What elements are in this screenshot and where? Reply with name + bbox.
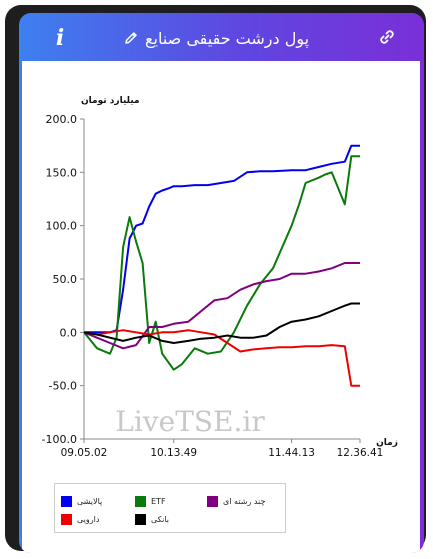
legend-swatch xyxy=(207,496,218,507)
y-tick-label: 100.0 xyxy=(46,220,78,233)
legend-swatch xyxy=(61,514,72,525)
legend-swatch xyxy=(61,496,72,507)
watermark: LiveTSE.ir xyxy=(115,405,265,438)
device-frame: i پول درشت حقیقی صنایع xyxy=(5,5,426,553)
series-line-0 xyxy=(84,144,360,334)
pencil-icon[interactable] xyxy=(123,30,139,46)
legend-item[interactable]: چند رشته ای xyxy=(207,496,265,507)
x-tick-label: 12.36.41 xyxy=(337,447,384,459)
line-chart: میلیارد تومان زمان LiveTSE.ir 200.0 150.0… xyxy=(42,96,398,459)
legend-item[interactable]: بانکی xyxy=(135,514,169,525)
legend-label: ETF xyxy=(151,497,166,506)
series-line-2 xyxy=(83,262,360,350)
x-tick-label: 09.05.02 xyxy=(61,447,108,459)
link-icon[interactable] xyxy=(377,27,397,47)
page-title: پول درشت حقیقی صنایع xyxy=(145,28,310,48)
chart-legend: پالایشی ETF چند رشته ای دارویی بانکی xyxy=(54,483,286,533)
chart-panel: میلیارد تومان زمان LiveTSE.ir 200.0 150.0… xyxy=(22,61,420,553)
legend-label: دارویی xyxy=(77,515,100,524)
y-axis-label: میلیارد تومان xyxy=(81,96,140,106)
series-lines xyxy=(83,144,360,387)
legend-item[interactable]: دارویی xyxy=(61,514,99,525)
x-tick-label: 10.13.49 xyxy=(150,447,197,459)
title-group: پول درشت حقیقی صنایع xyxy=(123,23,328,53)
card-header: i پول درشت حقیقی صنایع xyxy=(19,13,424,61)
y-tick-label: 0.0 xyxy=(60,326,78,339)
legend-swatch xyxy=(135,496,146,507)
y-tick-label: -100.0 xyxy=(42,433,77,446)
legend-label: پالایشی xyxy=(77,497,103,506)
legend-label: بانکی xyxy=(151,515,169,524)
chart-card: i پول درشت حقیقی صنایع xyxy=(19,13,424,553)
legend-item[interactable]: پالایشی xyxy=(61,496,102,507)
y-tick-label: 150.0 xyxy=(46,166,78,179)
series-line-3 xyxy=(83,329,360,387)
x-axis-label: زمان xyxy=(376,438,398,448)
series-line-4 xyxy=(83,302,360,344)
series-line-1 xyxy=(83,155,360,371)
legend-swatch xyxy=(135,514,146,525)
legend-label: چند رشته ای xyxy=(223,497,266,506)
legend-item[interactable]: ETF xyxy=(135,496,166,507)
y-tick-label: 50.0 xyxy=(53,273,78,286)
y-tick-label: 200.0 xyxy=(46,113,78,126)
info-icon[interactable]: i xyxy=(55,25,65,51)
axes: 200.0 150.0 100.0 50.0 0.0 -50.0 -100.009.05.0… xyxy=(42,113,384,459)
y-tick-label: -50.0 xyxy=(49,380,77,393)
x-tick-label: 11.44.13 xyxy=(268,447,315,459)
